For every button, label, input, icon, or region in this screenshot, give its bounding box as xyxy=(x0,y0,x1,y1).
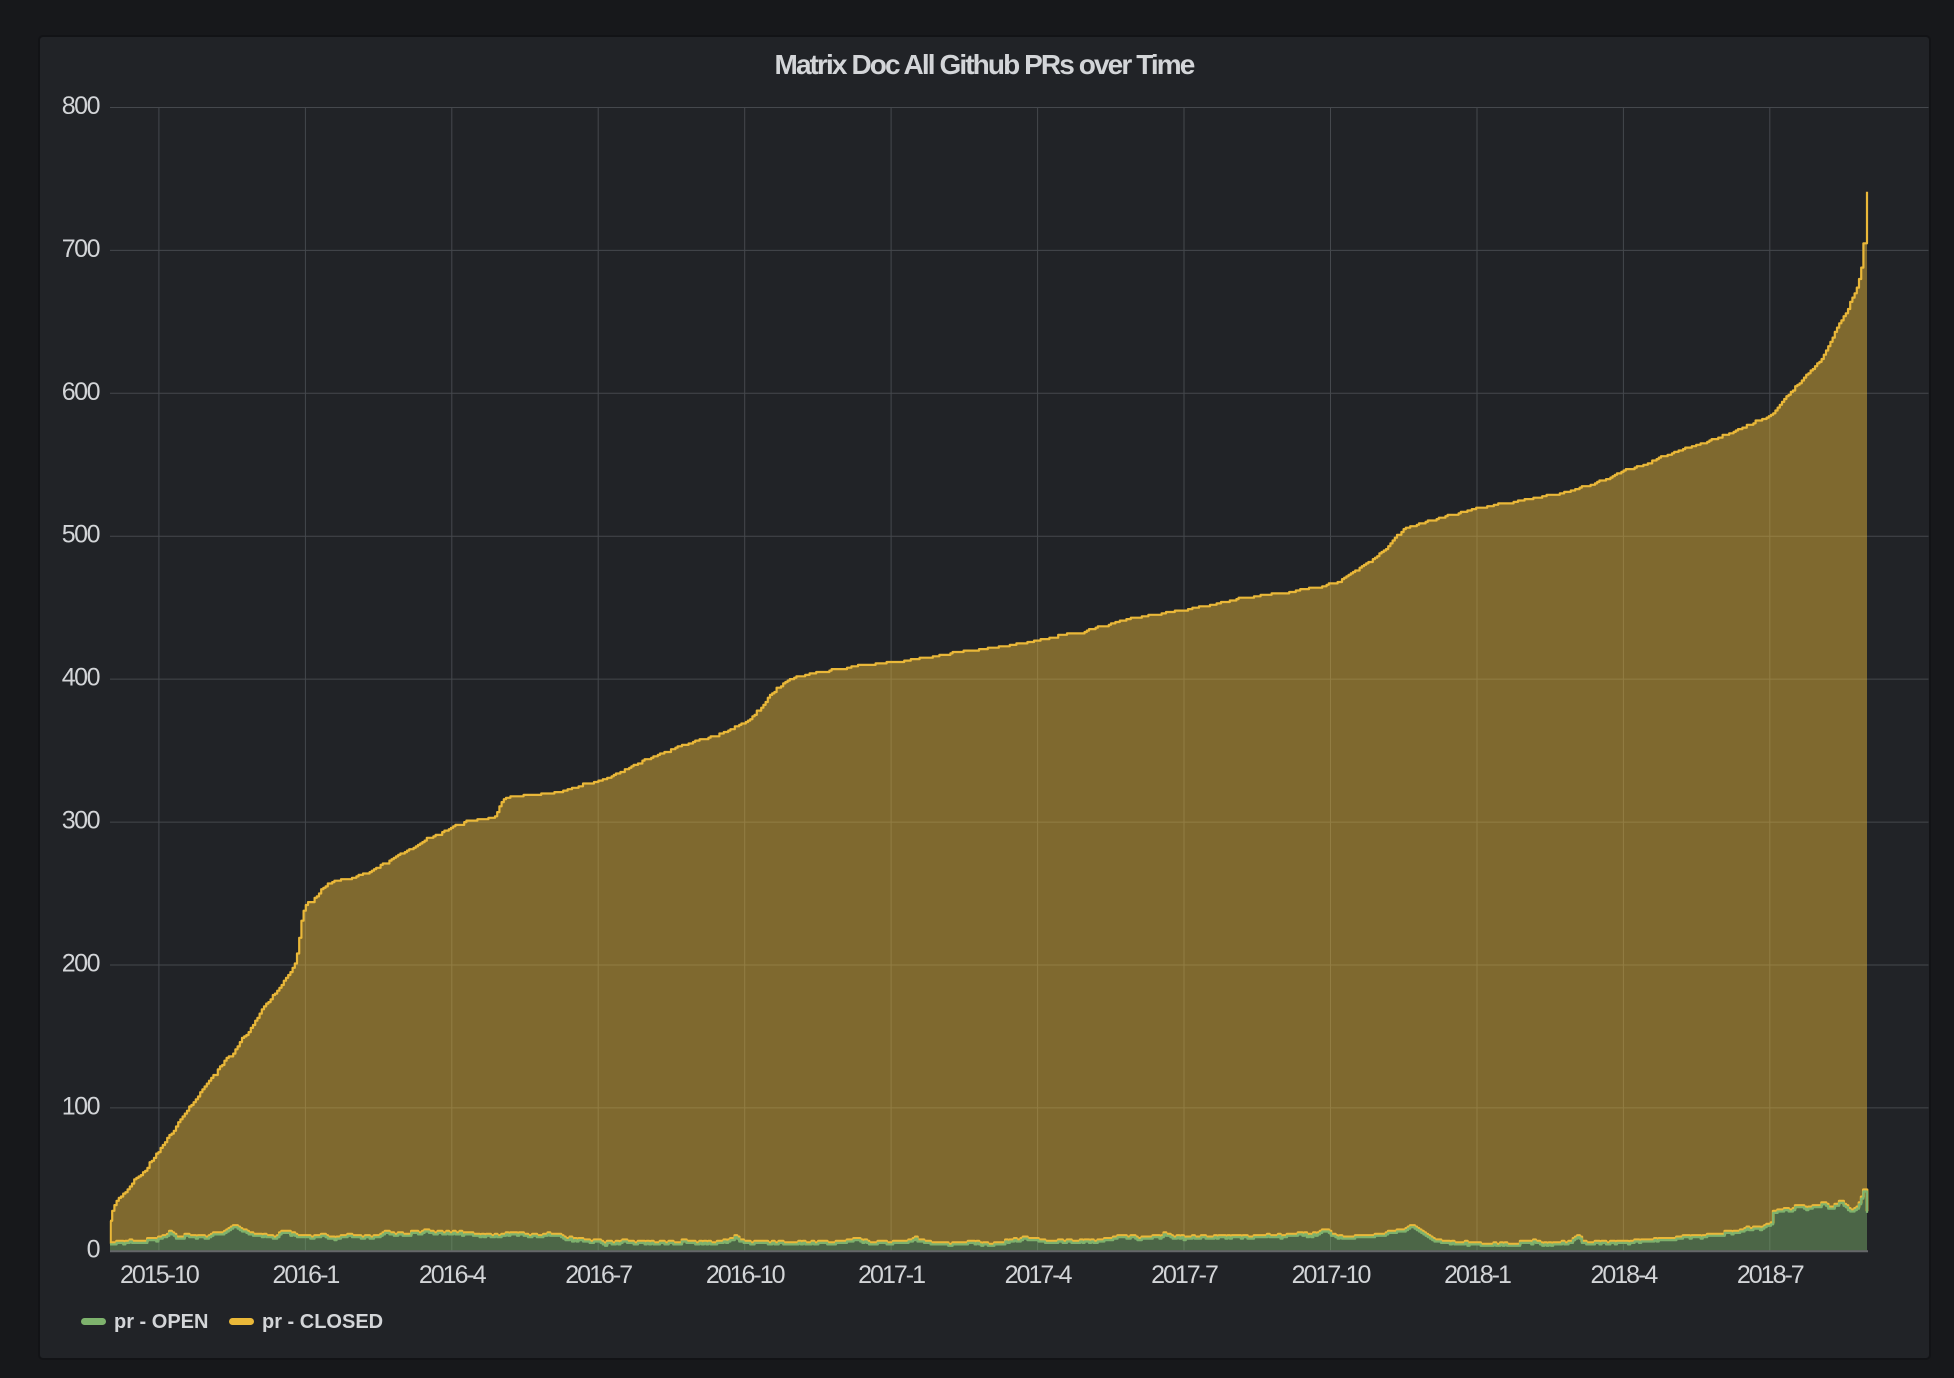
svg-text:2017-10: 2017-10 xyxy=(1292,1261,1371,1289)
svg-text:pr - OPEN: pr - OPEN xyxy=(114,1311,208,1333)
svg-text:2017-4: 2017-4 xyxy=(1005,1261,1073,1289)
svg-text:2018-7: 2018-7 xyxy=(1737,1261,1804,1289)
svg-text:2015-10: 2015-10 xyxy=(120,1261,199,1289)
svg-text:2016-1: 2016-1 xyxy=(272,1261,339,1289)
svg-text:Matrix Doc All Github PRs over: Matrix Doc All Github PRs over Time xyxy=(775,49,1195,80)
svg-text:500: 500 xyxy=(62,521,100,549)
svg-text:100: 100 xyxy=(62,1092,100,1120)
svg-text:700: 700 xyxy=(62,235,100,263)
svg-text:200: 200 xyxy=(62,950,100,978)
svg-text:600: 600 xyxy=(62,378,100,406)
svg-text:2016-4: 2016-4 xyxy=(419,1261,487,1289)
svg-text:2016-7: 2016-7 xyxy=(565,1261,632,1289)
svg-text:2016-10: 2016-10 xyxy=(706,1261,785,1289)
svg-text:2018-1: 2018-1 xyxy=(1444,1261,1511,1289)
svg-text:800: 800 xyxy=(62,92,100,120)
svg-text:300: 300 xyxy=(62,807,100,835)
svg-text:2018-4: 2018-4 xyxy=(1590,1261,1658,1289)
svg-text:2017-1: 2017-1 xyxy=(858,1261,925,1289)
svg-text:400: 400 xyxy=(62,664,100,692)
svg-text:0: 0 xyxy=(87,1235,100,1263)
svg-text:2017-7: 2017-7 xyxy=(1151,1261,1218,1289)
svg-text:pr - CLOSED: pr - CLOSED xyxy=(262,1311,383,1333)
